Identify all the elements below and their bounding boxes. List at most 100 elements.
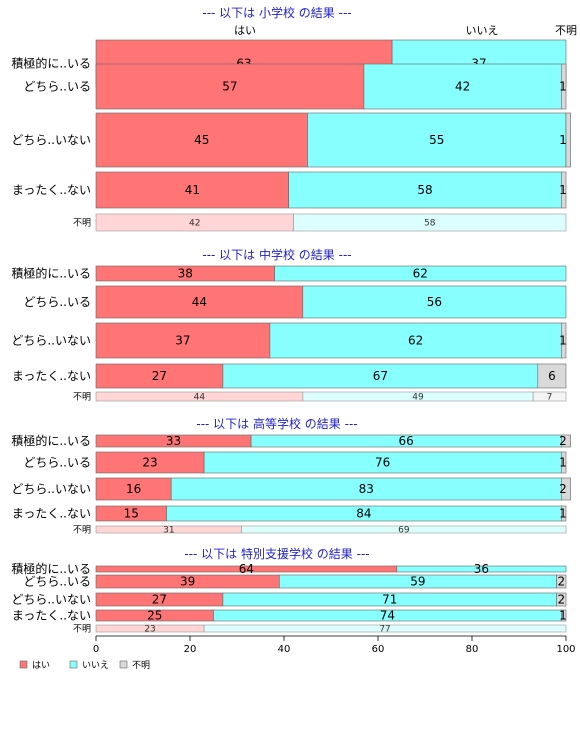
bar-segment-いいえ xyxy=(203,624,567,633)
data-label: 15 xyxy=(124,507,139,521)
category-label: 積極的に..いる xyxy=(11,266,91,281)
data-label: 2 xyxy=(559,434,567,448)
data-label: 6 xyxy=(548,369,556,383)
bar-segment-いいえ xyxy=(307,112,567,168)
column-header-2: 不明 xyxy=(555,24,577,37)
data-label: 39 xyxy=(180,575,195,589)
bar-segment-不明 xyxy=(560,505,567,522)
legend-label: いいえ xyxy=(82,660,109,671)
bar-segment-不明 xyxy=(560,63,567,110)
data-label: 41 xyxy=(185,183,200,197)
data-label: 62 xyxy=(413,267,428,281)
x-tick-label: 60 xyxy=(372,644,385,655)
bar-segment-いいえ xyxy=(274,265,567,282)
category-label: 積極的に..いる xyxy=(11,56,91,71)
data-label: 45 xyxy=(194,133,209,147)
category-label: 不明 xyxy=(73,392,91,403)
bar-segment-不明 xyxy=(560,322,567,359)
data-label: 57 xyxy=(222,80,237,94)
data-label: 1 xyxy=(559,80,567,94)
bar-segment-いいえ xyxy=(269,322,562,359)
category-label: まったく..ない xyxy=(12,507,91,521)
data-label: 2 xyxy=(557,593,565,607)
bar-segment-不明 xyxy=(532,391,567,402)
category-label: どちら..いない xyxy=(11,334,91,348)
data-label: 44 xyxy=(192,295,207,309)
bar-segment-いいえ xyxy=(363,63,562,110)
data-label: 83 xyxy=(359,482,374,496)
data-label: 7 xyxy=(547,393,553,403)
data-label: 69 xyxy=(398,526,410,536)
bar-segment-不明 xyxy=(560,171,567,209)
x-tick-label: 80 xyxy=(466,644,479,655)
category-label: どちら..いない xyxy=(11,482,91,496)
data-label: 25 xyxy=(147,609,162,623)
panel-title-2: --- 以下は 高等学校 の結果 --- xyxy=(196,416,357,431)
data-label: 74 xyxy=(380,609,395,623)
data-label: 27 xyxy=(152,369,167,383)
data-label: 64 xyxy=(239,562,254,576)
category-label: 不明 xyxy=(73,218,91,229)
category-label: どちら..いない xyxy=(11,593,91,607)
data-label: 42 xyxy=(189,219,200,229)
data-label: 31 xyxy=(163,526,174,536)
x-tick-label: 40 xyxy=(278,644,291,655)
category-label: どちら..いる xyxy=(23,80,91,94)
data-label: 1 xyxy=(559,133,567,147)
legend-label: 不明 xyxy=(132,660,150,671)
data-label: 36 xyxy=(474,562,489,576)
category-label: どちら..いない xyxy=(11,133,91,147)
column-header-1: いいえ xyxy=(466,24,499,37)
data-label: 55 xyxy=(429,133,444,147)
data-label: 37 xyxy=(175,334,190,348)
category-label: どちら..いる xyxy=(23,456,91,470)
bar-segment-不明 xyxy=(560,434,571,448)
bar-segment-はい xyxy=(95,285,304,319)
x-tick-label: 0 xyxy=(93,644,99,655)
bar-segment-いいえ xyxy=(396,565,567,573)
bar-segment-不明 xyxy=(560,477,571,501)
bar-segment-いいえ xyxy=(288,171,562,209)
data-label: 58 xyxy=(417,183,432,197)
data-label: 38 xyxy=(178,267,193,281)
bar-segment-はい xyxy=(95,322,271,359)
panel-title-0: --- 以下は 小学校 の結果 --- xyxy=(202,5,351,20)
data-label: 1 xyxy=(559,456,567,470)
bar-segment-不明 xyxy=(556,574,567,589)
data-label: 62 xyxy=(408,334,423,348)
bar-segment-いいえ xyxy=(293,213,567,232)
data-label: 66 xyxy=(399,434,414,448)
category-label: まったく..ない xyxy=(12,183,91,197)
data-label: 33 xyxy=(166,434,181,448)
bar-segment-不明 xyxy=(560,609,567,622)
data-label: 76 xyxy=(375,456,390,470)
category-label: 不明 xyxy=(73,624,91,635)
bar-segment-不明 xyxy=(560,451,567,474)
legend-swatch-不明 xyxy=(119,660,128,669)
bar-segment-はい xyxy=(95,63,365,110)
category-label: 積極的に..いる xyxy=(11,561,91,576)
data-label: 44 xyxy=(194,393,206,403)
data-label: 27 xyxy=(152,593,167,607)
bar-segment-不明 xyxy=(565,112,571,168)
bar-segment-はい xyxy=(95,363,224,389)
legend-label: はい xyxy=(32,660,50,671)
bar-segment-いいえ xyxy=(302,285,567,319)
legend-swatch-いいえ xyxy=(69,660,78,669)
category-label: どちら..いる xyxy=(23,295,91,309)
category-label: どちら..いる xyxy=(23,575,91,589)
column-header-0: はい xyxy=(234,24,256,37)
data-label: 1 xyxy=(559,334,567,348)
data-label: 67 xyxy=(373,369,388,383)
legend-swatch-はい xyxy=(19,660,28,669)
bar-segment-不明 xyxy=(537,363,567,389)
data-label: 59 xyxy=(410,575,425,589)
x-tick-label: 100 xyxy=(556,644,575,655)
data-label: 1 xyxy=(559,183,567,197)
data-label: 1 xyxy=(559,507,567,521)
data-label: 16 xyxy=(126,482,141,496)
data-label: 49 xyxy=(412,393,424,403)
data-label: 58 xyxy=(424,219,436,229)
data-label: 2 xyxy=(557,575,565,589)
